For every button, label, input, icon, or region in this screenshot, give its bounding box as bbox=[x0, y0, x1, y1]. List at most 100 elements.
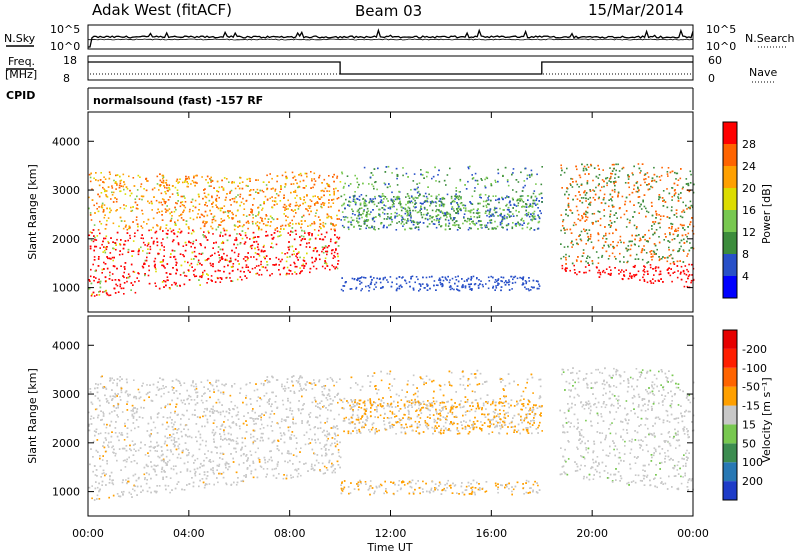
power-cell bbox=[419, 210, 421, 212]
power-cell bbox=[484, 225, 486, 227]
power-cell bbox=[212, 247, 214, 249]
power-cell bbox=[105, 178, 107, 180]
power-cell bbox=[669, 217, 671, 219]
power-cell bbox=[119, 254, 121, 256]
power-cell bbox=[347, 217, 349, 219]
power-cell bbox=[652, 268, 654, 270]
power-cell bbox=[269, 258, 271, 260]
power-cell bbox=[118, 226, 120, 228]
power-cell bbox=[528, 206, 530, 208]
power-cell bbox=[129, 235, 131, 237]
power-cell bbox=[216, 195, 218, 197]
power-cell bbox=[262, 208, 264, 210]
power-cell bbox=[293, 191, 295, 193]
power-cell bbox=[646, 240, 648, 242]
power-cell bbox=[172, 185, 174, 187]
power-cell bbox=[623, 274, 625, 276]
power-cell bbox=[106, 208, 108, 210]
power-cell bbox=[255, 179, 257, 181]
power-cell bbox=[512, 279, 514, 281]
power-cell bbox=[311, 235, 313, 237]
power-cell bbox=[252, 268, 254, 270]
power-cell bbox=[252, 223, 254, 225]
power-cell bbox=[92, 264, 94, 266]
power-cell bbox=[612, 253, 614, 255]
power-cell bbox=[510, 215, 512, 217]
power-cell bbox=[470, 218, 472, 220]
power-cell bbox=[668, 273, 670, 275]
power-cell bbox=[411, 195, 413, 197]
power-cell bbox=[361, 194, 363, 196]
power-cell bbox=[500, 222, 502, 224]
power-cell bbox=[661, 175, 663, 177]
power-cell bbox=[185, 201, 187, 203]
power-cell bbox=[219, 257, 221, 259]
power-cell bbox=[659, 242, 661, 244]
power-cell bbox=[212, 228, 214, 230]
power-cell bbox=[574, 272, 576, 274]
power-cell bbox=[125, 225, 127, 227]
power-cell bbox=[525, 283, 527, 285]
power-cell bbox=[172, 193, 174, 195]
power-cell bbox=[113, 257, 115, 259]
power-cell bbox=[576, 274, 578, 276]
power-cell bbox=[358, 215, 360, 217]
power-cell bbox=[218, 251, 220, 253]
power-cell bbox=[333, 174, 335, 176]
power-cell bbox=[689, 242, 691, 244]
power-cell bbox=[534, 211, 536, 213]
power-cell bbox=[175, 273, 177, 275]
power-cell bbox=[315, 180, 317, 182]
power-cell bbox=[107, 258, 109, 260]
power-cell bbox=[109, 208, 111, 210]
power-cell bbox=[471, 288, 473, 290]
power-cell bbox=[353, 226, 355, 228]
power-cell bbox=[668, 247, 670, 249]
power-cell bbox=[620, 236, 622, 238]
power-cell bbox=[137, 204, 139, 206]
power-cell bbox=[363, 277, 365, 279]
power-cell bbox=[569, 270, 571, 272]
power-cell bbox=[453, 208, 455, 210]
power-cell bbox=[608, 273, 610, 275]
power-cell bbox=[282, 225, 284, 227]
power-cell bbox=[538, 222, 540, 224]
power-cell bbox=[477, 183, 479, 185]
power-cell bbox=[267, 235, 269, 237]
power-cell bbox=[612, 205, 614, 207]
power-cell bbox=[163, 266, 165, 268]
power-cell bbox=[115, 244, 117, 246]
power-cell bbox=[614, 256, 616, 258]
power-cell bbox=[375, 286, 377, 288]
power-cell bbox=[223, 188, 225, 190]
power-cell bbox=[276, 227, 278, 229]
power-cell bbox=[290, 192, 292, 194]
power-cell bbox=[644, 280, 646, 282]
power-cell bbox=[257, 179, 259, 181]
power-cell bbox=[344, 208, 346, 210]
power-cell bbox=[663, 205, 665, 207]
power-cell bbox=[286, 273, 288, 275]
power-cell bbox=[531, 170, 533, 172]
power-cell bbox=[576, 243, 578, 245]
power-cell bbox=[401, 215, 403, 217]
power-cell bbox=[581, 231, 583, 233]
power-cell bbox=[485, 187, 487, 189]
power-cell bbox=[333, 266, 335, 268]
power-cell bbox=[90, 173, 92, 175]
power-cell bbox=[678, 179, 680, 181]
power-cell bbox=[223, 212, 225, 214]
power-cell bbox=[420, 284, 422, 286]
power-cell bbox=[150, 249, 152, 251]
power-cell bbox=[236, 233, 238, 235]
power-cell bbox=[120, 180, 122, 182]
power-cell bbox=[612, 170, 614, 172]
power-cell bbox=[233, 263, 235, 265]
power-cell bbox=[603, 199, 605, 201]
power-cell bbox=[193, 274, 195, 276]
power-cell bbox=[333, 194, 335, 196]
power-cell bbox=[163, 255, 165, 257]
power-cell bbox=[167, 263, 169, 265]
power-cell bbox=[194, 269, 196, 271]
power-cell bbox=[246, 200, 248, 202]
